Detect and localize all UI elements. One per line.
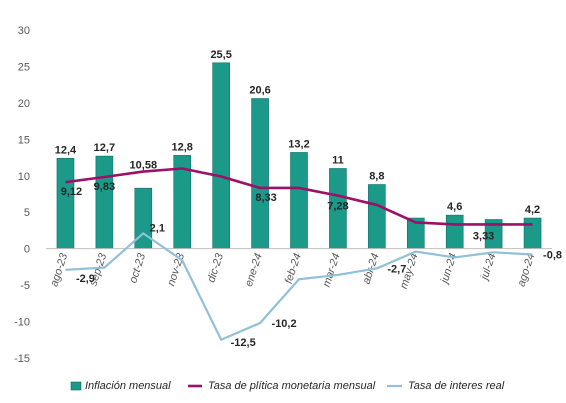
line-data-label: 2,1 — [150, 222, 165, 234]
line-tasa-interes-real — [65, 232, 533, 341]
line-data-label: 7,28 — [327, 201, 348, 213]
bar-data-label: 12,7 — [94, 142, 115, 154]
line-data-label: -2,7 — [387, 263, 406, 275]
bar-data-label: 20,6 — [249, 85, 270, 97]
bar — [251, 98, 269, 249]
bar-data-label: 13,2 — [288, 138, 309, 150]
line-data-label: 9,12 — [61, 186, 82, 198]
x-tick-label: jul-24 — [478, 252, 498, 283]
legend-label: Tasa de interes real — [408, 380, 505, 392]
series-lines — [65, 167, 533, 341]
line-data-label: 8,33 — [255, 192, 276, 204]
legend-label: Tasa de plítica monetaria mensual — [208, 380, 376, 392]
y-tick-label: 0 — [24, 244, 30, 256]
y-tick-label: -10 — [14, 317, 30, 329]
line-data-label: 3,33 — [473, 230, 494, 242]
data-labels: 12,4 12,7 12,8 25,5 20,6 13,2 11 8,8 4,6 4,2 9,12 9… — [55, 49, 562, 349]
bar — [290, 152, 308, 249]
bar — [212, 62, 230, 249]
line-data-label: -12,5 — [231, 337, 256, 349]
y-tick-label: -15 — [14, 353, 30, 365]
y-tick-label: -5 — [20, 280, 30, 292]
bar-data-label: 4,6 — [447, 201, 462, 213]
legend-swatch — [70, 381, 82, 391]
y-axis: -15 -10 -5 0 5 10 15 20 25 30 — [14, 25, 30, 365]
bars-inflacion — [56, 62, 542, 249]
x-tick-label: mar-24 — [321, 252, 343, 289]
y-tick-label: 10 — [18, 171, 30, 183]
bar-data-label: 12,4 — [55, 144, 77, 156]
line-data-label: 10,58 — [130, 160, 158, 172]
x-tick-label: dic-23 — [205, 251, 226, 284]
y-tick-label: 20 — [18, 98, 30, 110]
x-tick-label: ene-24 — [243, 252, 265, 288]
line-data-label: -2,9 — [76, 273, 95, 285]
bar — [95, 155, 114, 249]
bar-data-label: 11 — [332, 154, 344, 166]
x-tick-label: ago-24 — [515, 252, 537, 288]
bar-data-label: 25,5 — [210, 49, 231, 61]
line-data-label: -10,2 — [272, 318, 297, 330]
y-tick-label: 15 — [18, 134, 30, 146]
bar — [445, 214, 464, 249]
bar — [368, 184, 386, 249]
x-tick-label: oct-23 — [127, 251, 148, 285]
x-tick-label: feb-24 — [283, 252, 304, 285]
line-tasa-politica-monetaria — [65, 167, 533, 226]
bar — [523, 217, 542, 249]
bar-data-label: 4,2 — [525, 204, 540, 216]
legend-label: Inflación mensual — [85, 380, 171, 392]
bar-data-label: 12,8 — [172, 141, 193, 153]
y-tick-label: 30 — [18, 25, 30, 37]
line-data-label: -0,8 — [543, 249, 562, 261]
bar — [56, 157, 75, 249]
y-tick-label: 5 — [24, 207, 30, 219]
bar-data-label: 8,8 — [369, 171, 384, 183]
y-tick-label: 25 — [18, 61, 30, 73]
line-data-label: 9,83 — [94, 181, 115, 193]
legend: Inflación mensual Tasa de plítica monetar… — [70, 380, 505, 392]
